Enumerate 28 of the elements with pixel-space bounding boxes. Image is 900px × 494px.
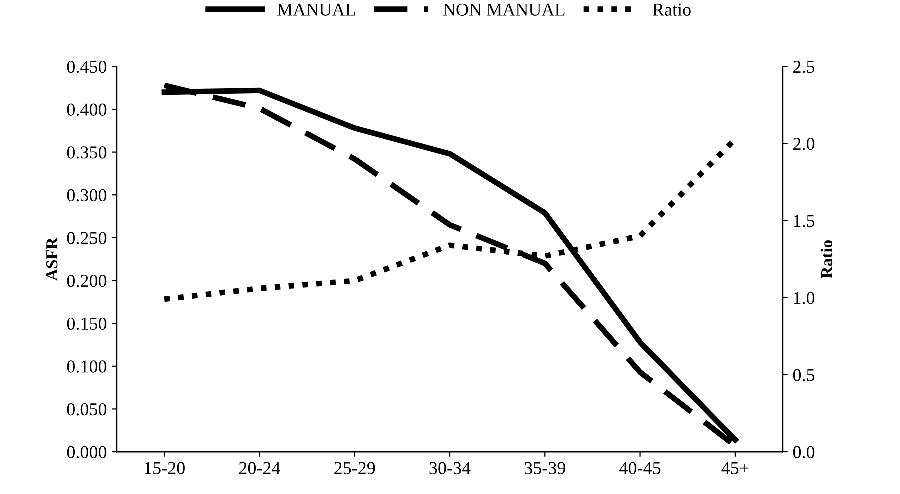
x-tick-label: 35-39 (524, 462, 566, 474)
y2-tick-label: 0.0 (793, 446, 815, 459)
x-tick-label: 40-45 (620, 462, 661, 474)
y2-tick-label: 2.0 (794, 138, 815, 150)
y-tick-label: 0.100 (67, 360, 107, 373)
x-tick-label: 15-20 (145, 462, 185, 474)
legend-label: MANUAL (278, 4, 356, 16)
y2-axis-title: Ratio (820, 240, 833, 279)
legend-label: NON MANUAL (443, 4, 565, 16)
y-tick-label: 0.450 (67, 60, 107, 74)
y2-tick-label: 0.5 (793, 369, 815, 382)
y2-tick-label: 1.0 (794, 292, 815, 304)
y-axis-title: ASFR (46, 237, 58, 281)
x-tick-label: 45+ (722, 462, 749, 474)
y-tick-label: 0.200 (67, 275, 107, 288)
y-tick-label: 0.400 (67, 104, 107, 116)
y-tick-label: 0.000 (67, 446, 107, 459)
y2-tick-label: 1.5 (794, 215, 815, 228)
x-tick-label: 30-34 (430, 462, 471, 474)
y-tick-label: 0.050 (67, 403, 107, 416)
x-tick-label: 25-29 (334, 462, 376, 474)
y-tick-label: 0.150 (67, 318, 107, 330)
y2-tick-label: 2.5 (794, 61, 815, 74)
legend-label: Ratio (652, 4, 691, 16)
x-tick-label: 20-24 (239, 462, 280, 474)
y-tick-label: 0.350 (67, 146, 107, 159)
y-tick-label: 0.250 (67, 232, 107, 244)
y-tick-label: 0.300 (67, 189, 107, 202)
